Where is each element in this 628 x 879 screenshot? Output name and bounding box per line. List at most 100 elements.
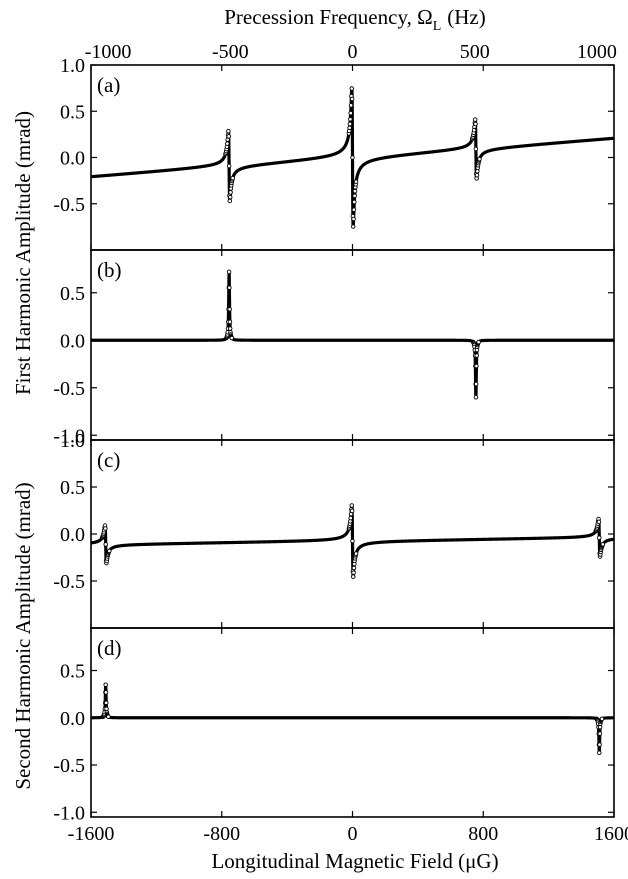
x-axis-label: Longitudinal Magnetic Field (μG) bbox=[211, 849, 498, 873]
top-tick-label: -500 bbox=[212, 41, 249, 63]
data-point bbox=[226, 163, 232, 169]
data-point bbox=[596, 519, 602, 525]
y-tick-label: -0.5 bbox=[53, 194, 85, 216]
y-tick-label: -0.5 bbox=[53, 378, 85, 400]
data-point bbox=[474, 363, 479, 369]
data-point bbox=[473, 394, 479, 400]
data-point bbox=[225, 141, 230, 146]
data-point bbox=[227, 326, 233, 331]
top-axis-title-unit: (Hz) bbox=[447, 5, 485, 29]
data-point bbox=[474, 172, 480, 178]
y-axis-label-lower: Second Harmonic Amplitude (mrad) bbox=[11, 482, 35, 789]
panel-label: (a) bbox=[97, 73, 120, 97]
top-tick-labels: -1000 -500 0 500 1000 bbox=[85, 41, 617, 63]
top-axis-title-subscript: L bbox=[433, 19, 442, 34]
data-point bbox=[107, 548, 112, 554]
data-point bbox=[350, 538, 355, 544]
y-tick-label: 0.0 bbox=[60, 708, 85, 730]
bottom-tick-labels: -1600 -800 0 800 1600 bbox=[68, 823, 628, 845]
panel-frame bbox=[90, 249, 615, 441]
data-point bbox=[348, 103, 354, 108]
data-point bbox=[350, 155, 355, 160]
panel-c: 1.0 0.5 0.0 -0.5 (c) bbox=[53, 430, 616, 629]
data-point bbox=[103, 700, 109, 706]
y-tick-label: 0.5 bbox=[60, 101, 85, 123]
data-point bbox=[472, 117, 478, 122]
data-point bbox=[352, 193, 357, 199]
y-tick-label: 0.5 bbox=[60, 477, 85, 499]
data-point bbox=[597, 750, 602, 755]
data-point bbox=[227, 285, 232, 290]
top-tick-label: 1000 bbox=[577, 41, 617, 63]
data-point bbox=[351, 207, 357, 212]
data-point bbox=[353, 179, 359, 184]
data-point bbox=[476, 339, 481, 345]
data-point bbox=[347, 125, 352, 131]
data-point bbox=[477, 156, 482, 162]
data-point bbox=[227, 198, 233, 204]
data-point bbox=[349, 508, 355, 514]
data-point bbox=[229, 335, 235, 341]
y-tick-label: -1.0 bbox=[53, 425, 85, 447]
data-point bbox=[349, 503, 355, 508]
y-tick-label: 0.5 bbox=[60, 661, 85, 683]
y-tick-label: 1.0 bbox=[60, 430, 85, 452]
data-point bbox=[473, 121, 478, 127]
x-tick-label: 1600 bbox=[594, 823, 628, 845]
data-point bbox=[228, 190, 233, 195]
panel-frame bbox=[90, 627, 615, 818]
data-point bbox=[348, 515, 353, 521]
data-point bbox=[474, 353, 479, 358]
data-point bbox=[103, 526, 108, 531]
data-point bbox=[230, 175, 235, 181]
y-tick-label: 1.0 bbox=[60, 55, 85, 77]
x-tick-label: 0 bbox=[348, 823, 358, 845]
y-tick-label: -0.5 bbox=[53, 571, 85, 593]
y-tick-label: -0.5 bbox=[53, 755, 85, 777]
data-point bbox=[103, 690, 109, 695]
data-point bbox=[227, 194, 233, 200]
x-tick-label: 800 bbox=[468, 823, 498, 845]
data-point bbox=[350, 224, 356, 229]
data-point bbox=[348, 110, 353, 116]
panel-d: 0.5 0.0 -0.5 -1.0 (d) bbox=[53, 627, 616, 824]
data-point bbox=[348, 116, 353, 122]
data-point bbox=[226, 128, 231, 134]
y-tick-label: 0.5 bbox=[60, 283, 85, 305]
data-point bbox=[226, 134, 231, 139]
data-point bbox=[103, 682, 108, 687]
panel-label: (b) bbox=[97, 258, 122, 282]
data-point bbox=[349, 86, 355, 91]
panel-label: (c) bbox=[97, 448, 120, 472]
data-point bbox=[351, 565, 357, 571]
panels: 1.00.50.0-0.5(a)0.50.0-0.5-1.0(b)1.00.50… bbox=[53, 55, 616, 824]
data-point bbox=[597, 742, 602, 747]
top-tick-label: 0 bbox=[348, 41, 358, 63]
y-tick-label: 0.0 bbox=[60, 330, 85, 352]
top-tick-label: -1000 bbox=[85, 41, 132, 63]
x-tick-label: -1600 bbox=[68, 823, 115, 845]
panel-b: 0.5 0.0 -0.5 -1.0 (b) bbox=[53, 249, 616, 447]
data-series-line bbox=[89, 270, 616, 399]
data-point bbox=[597, 535, 602, 540]
data-point bbox=[352, 188, 358, 194]
y-tick-label: 0.0 bbox=[60, 524, 85, 546]
y-tick-label: -1.0 bbox=[53, 802, 85, 824]
data-point bbox=[352, 199, 357, 205]
data-point bbox=[473, 146, 479, 152]
data-point bbox=[226, 269, 232, 275]
data-point bbox=[597, 731, 603, 736]
data-point bbox=[347, 121, 353, 127]
top-axis-title: Precession Frequency, ΩL (Hz) bbox=[224, 5, 486, 34]
panel-a: 1.0 0.5 0.0 -0.5 (a) bbox=[53, 55, 616, 251]
x-tick-label: -800 bbox=[203, 823, 240, 845]
data-point bbox=[599, 716, 605, 722]
data-point bbox=[349, 96, 355, 102]
data-point bbox=[103, 542, 108, 547]
data-point bbox=[351, 216, 356, 222]
data-point bbox=[353, 551, 359, 556]
top-tick-label: 500 bbox=[460, 41, 490, 63]
data-point bbox=[227, 319, 233, 325]
data-point bbox=[600, 542, 606, 547]
data-point bbox=[350, 574, 356, 579]
